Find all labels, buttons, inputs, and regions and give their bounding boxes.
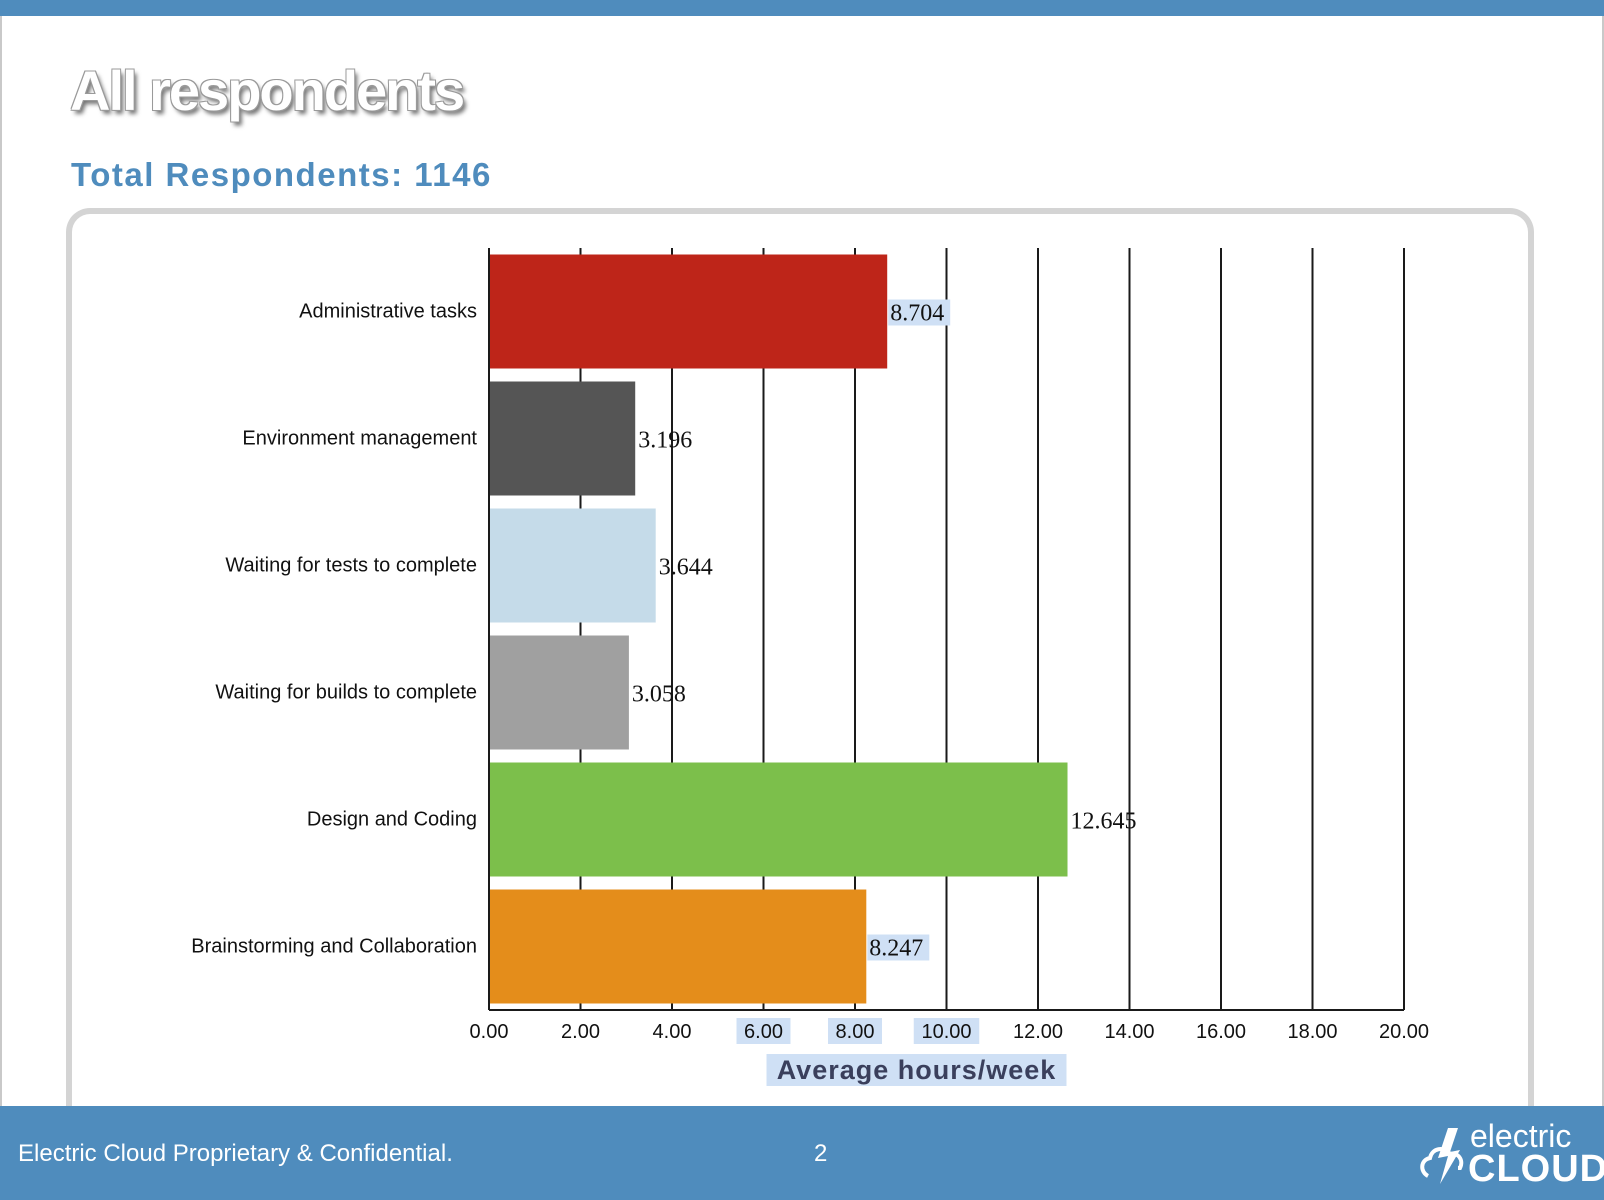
value-label-highlight-6	[867, 934, 930, 961]
tick-label-highlight-5	[913, 1018, 980, 1044]
slide-subtitle: Total Respondents: 1146	[71, 156, 492, 193]
bar-4	[490, 635, 629, 750]
logo-text-electric: electric	[1470, 1118, 1572, 1154]
value-label-4: 3.058	[632, 682, 686, 708]
lightning-cloud-icon	[1420, 1128, 1464, 1184]
value-label-6: 8.247	[869, 936, 923, 962]
tick-label-highlight-4	[828, 1018, 882, 1044]
value-label-highlight-1	[888, 299, 951, 326]
category-label-6: Brainstorming and Collaboration	[191, 936, 477, 958]
value-label-5: 12.645	[1071, 809, 1137, 835]
category-label-2: Environment management	[242, 428, 477, 450]
category-label-3: Waiting for tests to complete	[225, 555, 477, 577]
chart-frame: Administrative tasks 8.704 Environment man…	[66, 208, 1534, 1128]
tick-label-8: 16.00	[1196, 1021, 1246, 1043]
page-number: 2	[814, 1140, 828, 1167]
bar-chart: Administrative tasks 8.704 Environment man…	[191, 248, 1429, 1086]
tick-label-2: 4.00	[653, 1021, 692, 1043]
tick-label-0: 0.00	[470, 1021, 509, 1043]
slide-left-border	[0, 16, 2, 1106]
tick-label-7: 14.00	[1104, 1021, 1154, 1043]
value-label-1: 8.704	[890, 301, 944, 327]
value-label-3: 3.644	[659, 555, 713, 581]
tick-label-10: 20.00	[1379, 1021, 1429, 1043]
bar-3	[490, 508, 656, 623]
bar-6	[490, 889, 867, 1004]
footer-confidential-text: Electric Cloud Proprietary & Confidentia…	[18, 1140, 453, 1167]
bar-1	[490, 254, 888, 369]
logo-text-cloud: CLOUD	[1468, 1148, 1604, 1190]
tick-label-highlight-3	[736, 1018, 791, 1044]
tick-label-6: 12.00	[1013, 1021, 1063, 1043]
bar-2	[490, 381, 636, 496]
slide-right-border	[1602, 16, 1604, 1106]
tick-label-3: 6.00	[744, 1021, 783, 1043]
bar-5	[490, 762, 1068, 877]
category-label-5: Design and Coding	[307, 809, 477, 831]
footer-bar: Electric Cloud Proprietary & Confidentia…	[0, 1106, 1604, 1200]
tick-label-9: 18.00	[1287, 1021, 1337, 1043]
x-axis-title-highlight	[766, 1054, 1067, 1086]
slide-title: All respondents	[70, 59, 465, 122]
x-axis-title: Average hours/week	[777, 1055, 1057, 1085]
top-accent-bar	[0, 0, 1604, 16]
electric-cloud-logo: electric CLOUD	[1418, 1118, 1604, 1194]
category-label-1: Administrative tasks	[299, 301, 477, 323]
tick-label-5: 10.00	[921, 1021, 971, 1043]
tick-label-4: 8.00	[836, 1021, 875, 1043]
tick-label-1: 2.00	[561, 1021, 600, 1043]
value-label-2: 3.196	[638, 428, 692, 454]
category-label-4: Waiting for builds to complete	[215, 682, 477, 704]
